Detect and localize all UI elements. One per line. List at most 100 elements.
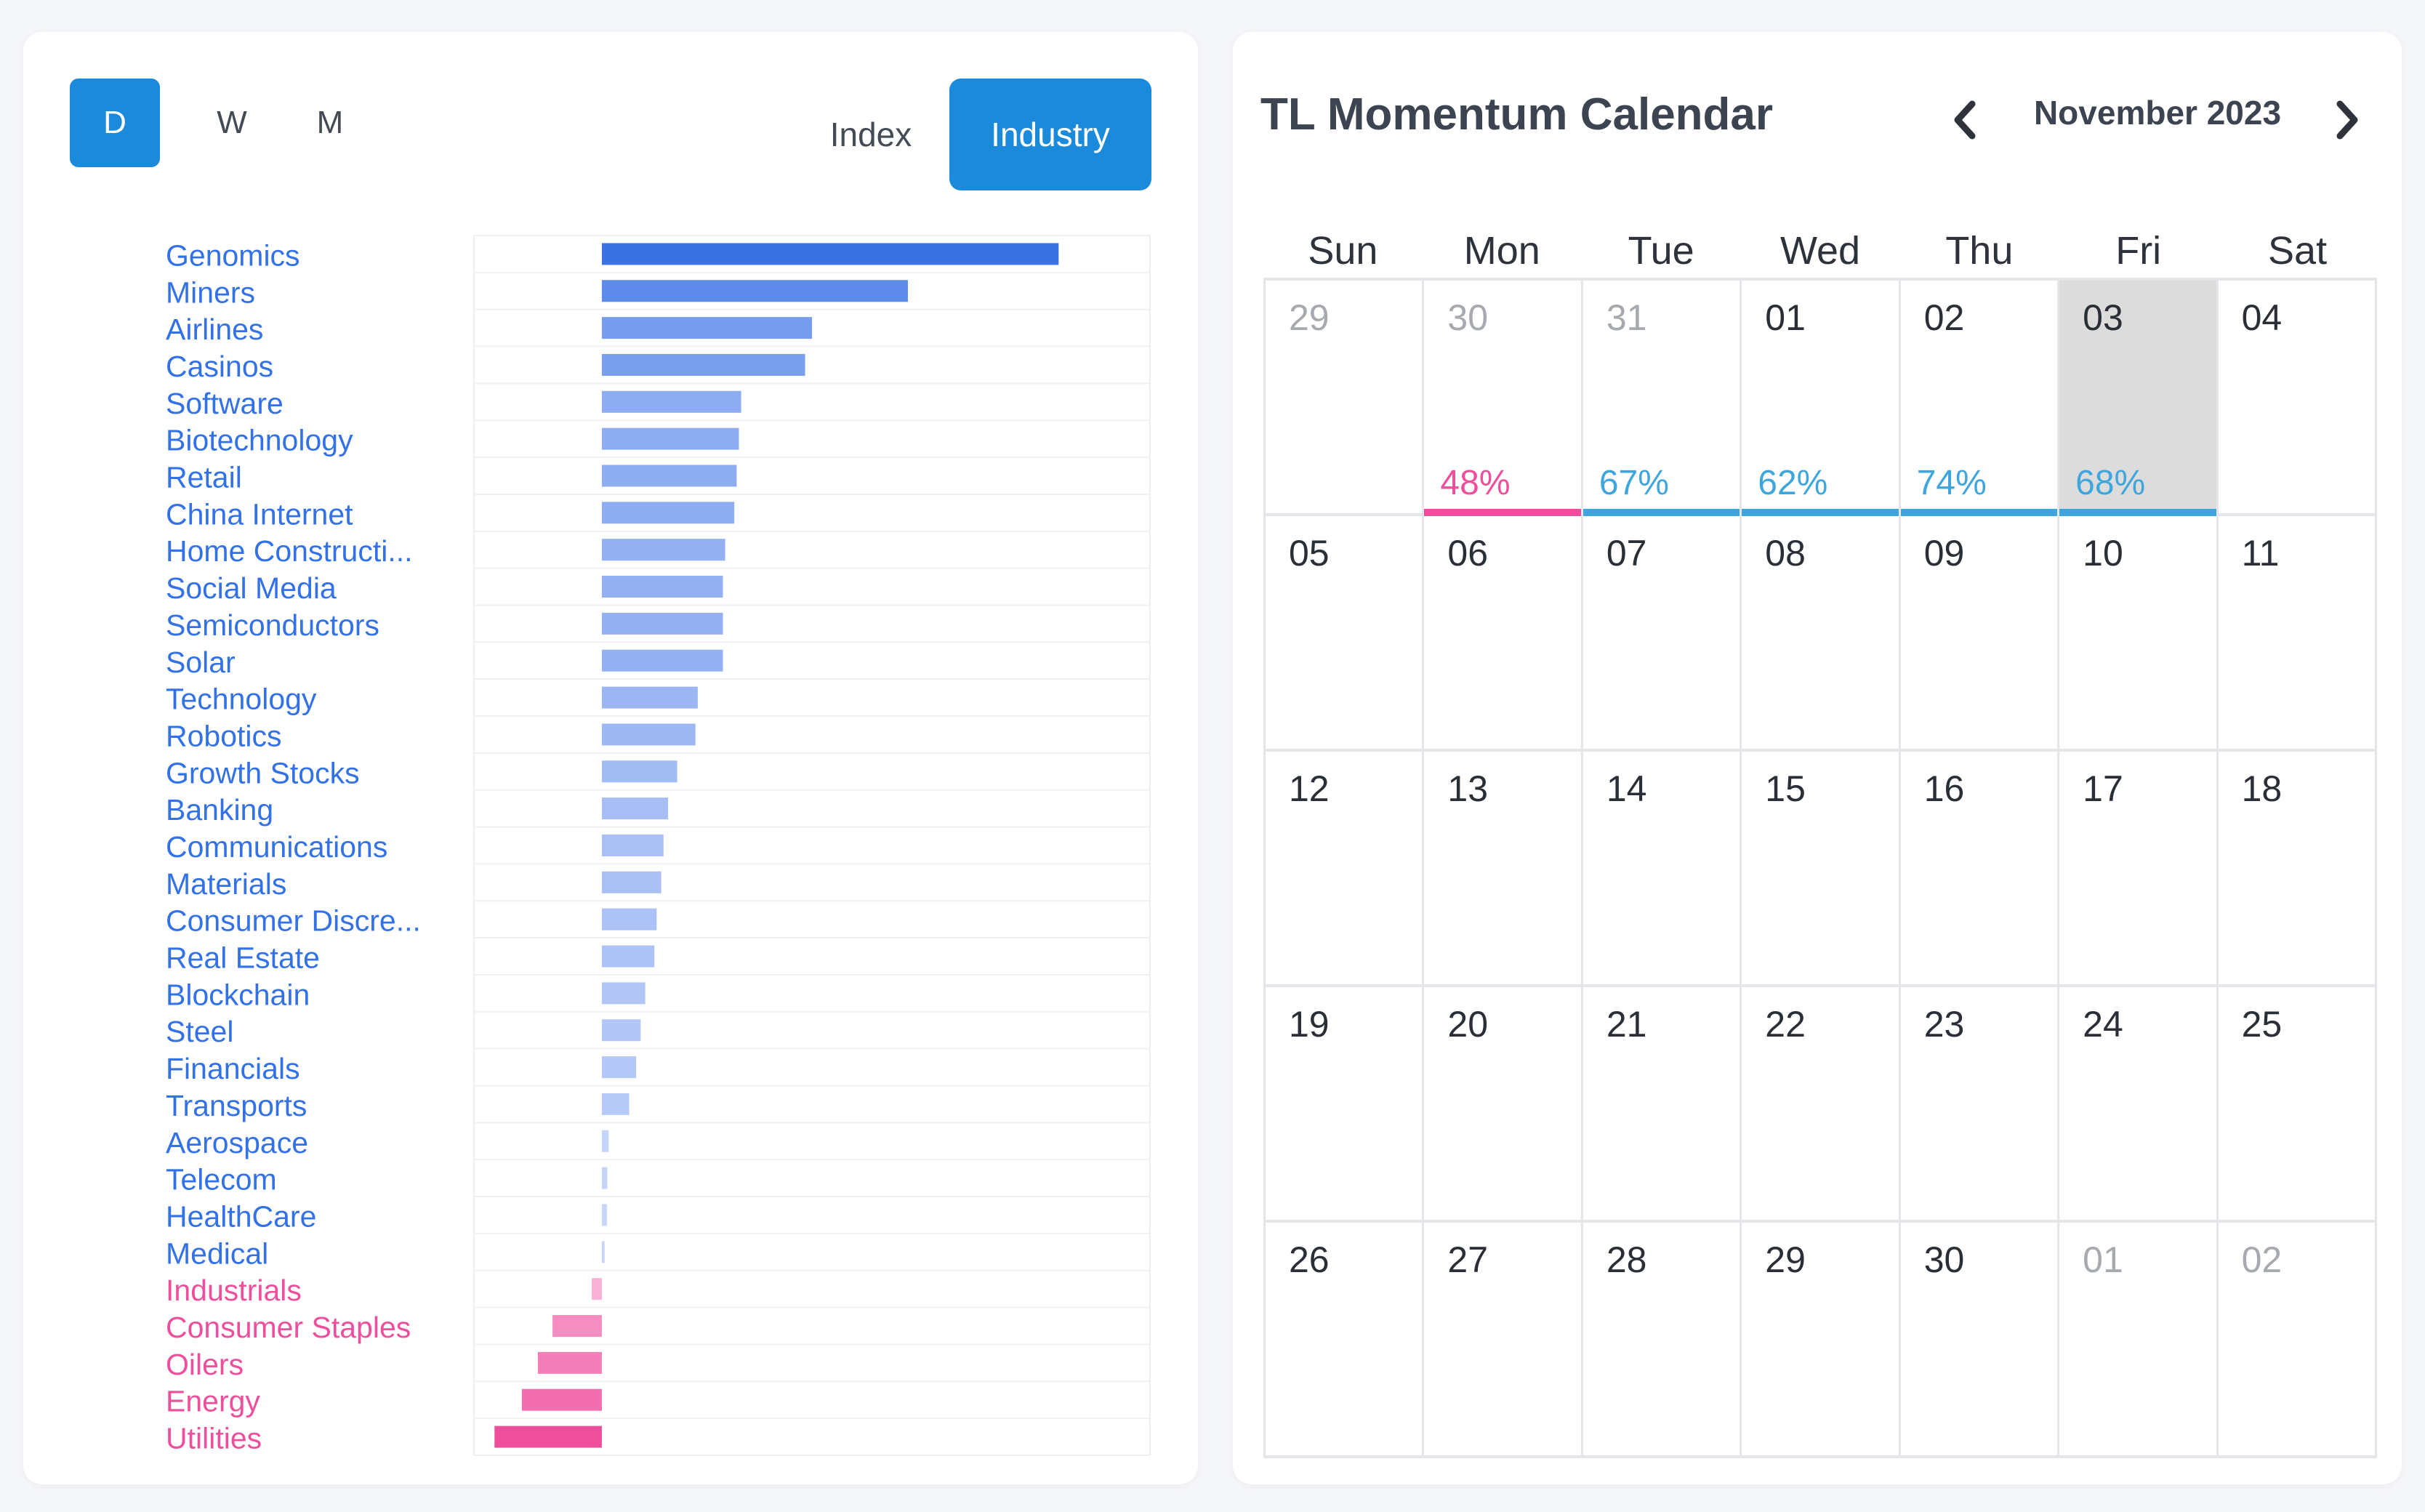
industry-bar[interactable]: [601, 465, 737, 487]
calendar-day[interactable]: 11: [2218, 516, 2377, 752]
timeframe-weekly-button[interactable]: W: [217, 105, 247, 140]
industry-label[interactable]: Airlines: [166, 313, 263, 346]
industry-label[interactable]: Oilers: [166, 1348, 244, 1381]
industry-label[interactable]: Consumer Discre...: [166, 904, 421, 938]
industry-label[interactable]: Technology: [166, 683, 317, 716]
calendar-day[interactable]: 30: [1900, 1223, 2060, 1458]
calendar-day[interactable]: 15: [1742, 752, 1901, 987]
industry-bar[interactable]: [601, 982, 646, 1005]
industry-label[interactable]: Retail: [166, 461, 242, 494]
calendar-day[interactable]: 30 48%: [1424, 281, 1583, 516]
industry-label[interactable]: Energy: [166, 1385, 260, 1418]
industry-bar[interactable]: [601, 723, 696, 746]
industry-bar[interactable]: [601, 502, 735, 524]
industry-label[interactable]: Aerospace: [166, 1126, 308, 1159]
calendar-day[interactable]: 27: [1424, 1223, 1583, 1458]
calendar-day[interactable]: 06: [1424, 516, 1583, 752]
industry-bar[interactable]: [601, 1056, 637, 1079]
industry-label[interactable]: Software: [166, 387, 283, 420]
calendar-day[interactable]: 13: [1424, 752, 1583, 987]
calendar-day[interactable]: 16: [1900, 752, 2060, 987]
industry-bar[interactable]: [601, 1204, 607, 1226]
calendar-day[interactable]: 17: [2059, 752, 2219, 987]
industry-label[interactable]: Transports: [166, 1089, 307, 1122]
industry-view-button[interactable]: Industry: [949, 79, 1151, 190]
industry-bar[interactable]: [592, 1278, 602, 1300]
industry-bar[interactable]: [601, 353, 805, 376]
industry-label[interactable]: Communications: [166, 830, 387, 864]
industry-label[interactable]: Biotechnology: [166, 424, 353, 457]
industry-label[interactable]: China Internet: [166, 497, 353, 531]
industry-label[interactable]: Materials: [166, 867, 286, 901]
calendar-day[interactable]: 02 74%: [1900, 281, 2060, 516]
calendar-day[interactable]: 28: [1583, 1223, 1742, 1458]
industry-label[interactable]: Utilities: [166, 1422, 262, 1455]
timeframe-monthly-button[interactable]: M: [316, 105, 344, 140]
industry-bar[interactable]: [601, 760, 677, 783]
industry-bar[interactable]: [601, 835, 664, 856]
industry-bar[interactable]: [601, 1019, 641, 1042]
calendar-day[interactable]: 01: [2059, 1223, 2219, 1458]
industry-bar[interactable]: [521, 1388, 602, 1411]
industry-bar[interactable]: [601, 871, 661, 893]
industry-label[interactable]: Miners: [166, 276, 255, 309]
industry-label[interactable]: Social Media: [166, 571, 337, 605]
industry-bar[interactable]: [601, 1130, 609, 1152]
industry-bar[interactable]: [537, 1351, 602, 1374]
calendar-day[interactable]: 29: [1266, 281, 1425, 516]
calendar-day[interactable]: 09: [1900, 516, 2060, 752]
calendar-day[interactable]: 04: [2218, 281, 2377, 516]
industry-label[interactable]: Industrials: [166, 1274, 302, 1307]
next-month-button[interactable]: [2328, 94, 2367, 145]
industry-bar[interactable]: [601, 1167, 608, 1189]
industry-label[interactable]: Telecom: [166, 1163, 277, 1197]
industry-bar[interactable]: [601, 317, 812, 339]
index-view-button[interactable]: Index: [829, 116, 912, 153]
calendar-day[interactable]: 12: [1266, 752, 1425, 987]
industry-bar[interactable]: [601, 945, 655, 968]
industry-bar[interactable]: [601, 612, 723, 635]
calendar-day[interactable]: 25: [2218, 987, 2377, 1223]
calendar-day[interactable]: 20: [1424, 987, 1583, 1223]
industry-label[interactable]: Semiconductors: [166, 608, 379, 642]
industry-label[interactable]: Robotics: [166, 719, 282, 752]
calendar-day[interactable]: 23: [1900, 987, 2060, 1223]
industry-label[interactable]: Steel: [166, 1015, 233, 1048]
industry-label[interactable]: Solar: [166, 646, 236, 679]
calendar-day[interactable]: 18: [2218, 752, 2377, 987]
calendar-day[interactable]: 24: [2059, 987, 2219, 1223]
industry-label[interactable]: Financials: [166, 1052, 300, 1085]
calendar-day[interactable]: 31 67%: [1583, 281, 1742, 516]
calendar-day[interactable]: 26: [1266, 1223, 1425, 1458]
industry-label[interactable]: Casinos: [166, 350, 273, 383]
timeframe-daily-button[interactable]: D: [70, 79, 160, 167]
calendar-day[interactable]: 21: [1583, 987, 1742, 1223]
industry-bar[interactable]: [601, 243, 1059, 265]
industry-label[interactable]: Growth Stocks: [166, 756, 360, 789]
industry-label[interactable]: Consumer Staples: [166, 1311, 411, 1344]
calendar-day[interactable]: 08: [1742, 516, 1901, 752]
calendar-day[interactable]: 29: [1742, 1223, 1901, 1458]
calendar-day[interactable]: 19: [1266, 987, 1425, 1223]
industry-bar[interactable]: [552, 1315, 602, 1338]
industry-label[interactable]: Blockchain: [166, 978, 310, 1011]
industry-label[interactable]: Home Constructi...: [166, 534, 413, 568]
industry-bar[interactable]: [601, 576, 723, 598]
industry-bar[interactable]: [601, 908, 657, 930]
industry-bar[interactable]: [601, 539, 725, 561]
industry-bar[interactable]: [601, 280, 908, 302]
industry-label[interactable]: HealthCare: [166, 1199, 316, 1233]
industry-bar[interactable]: [601, 797, 669, 820]
calendar-day[interactable]: 14: [1583, 752, 1742, 987]
calendar-day[interactable]: 02: [2218, 1223, 2377, 1458]
prev-month-button[interactable]: [1945, 94, 1984, 145]
industry-label[interactable]: Banking: [166, 793, 273, 827]
industry-bar[interactable]: [601, 649, 723, 672]
calendar-day[interactable]: 03 68%: [2059, 281, 2219, 516]
calendar-day[interactable]: 10: [2059, 516, 2219, 752]
industry-bar[interactable]: [601, 1093, 630, 1115]
industry-bar[interactable]: [601, 427, 739, 450]
industry-bar[interactable]: [601, 1241, 605, 1263]
industry-bar[interactable]: [494, 1425, 602, 1448]
industry-label[interactable]: Medical: [166, 1236, 268, 1270]
